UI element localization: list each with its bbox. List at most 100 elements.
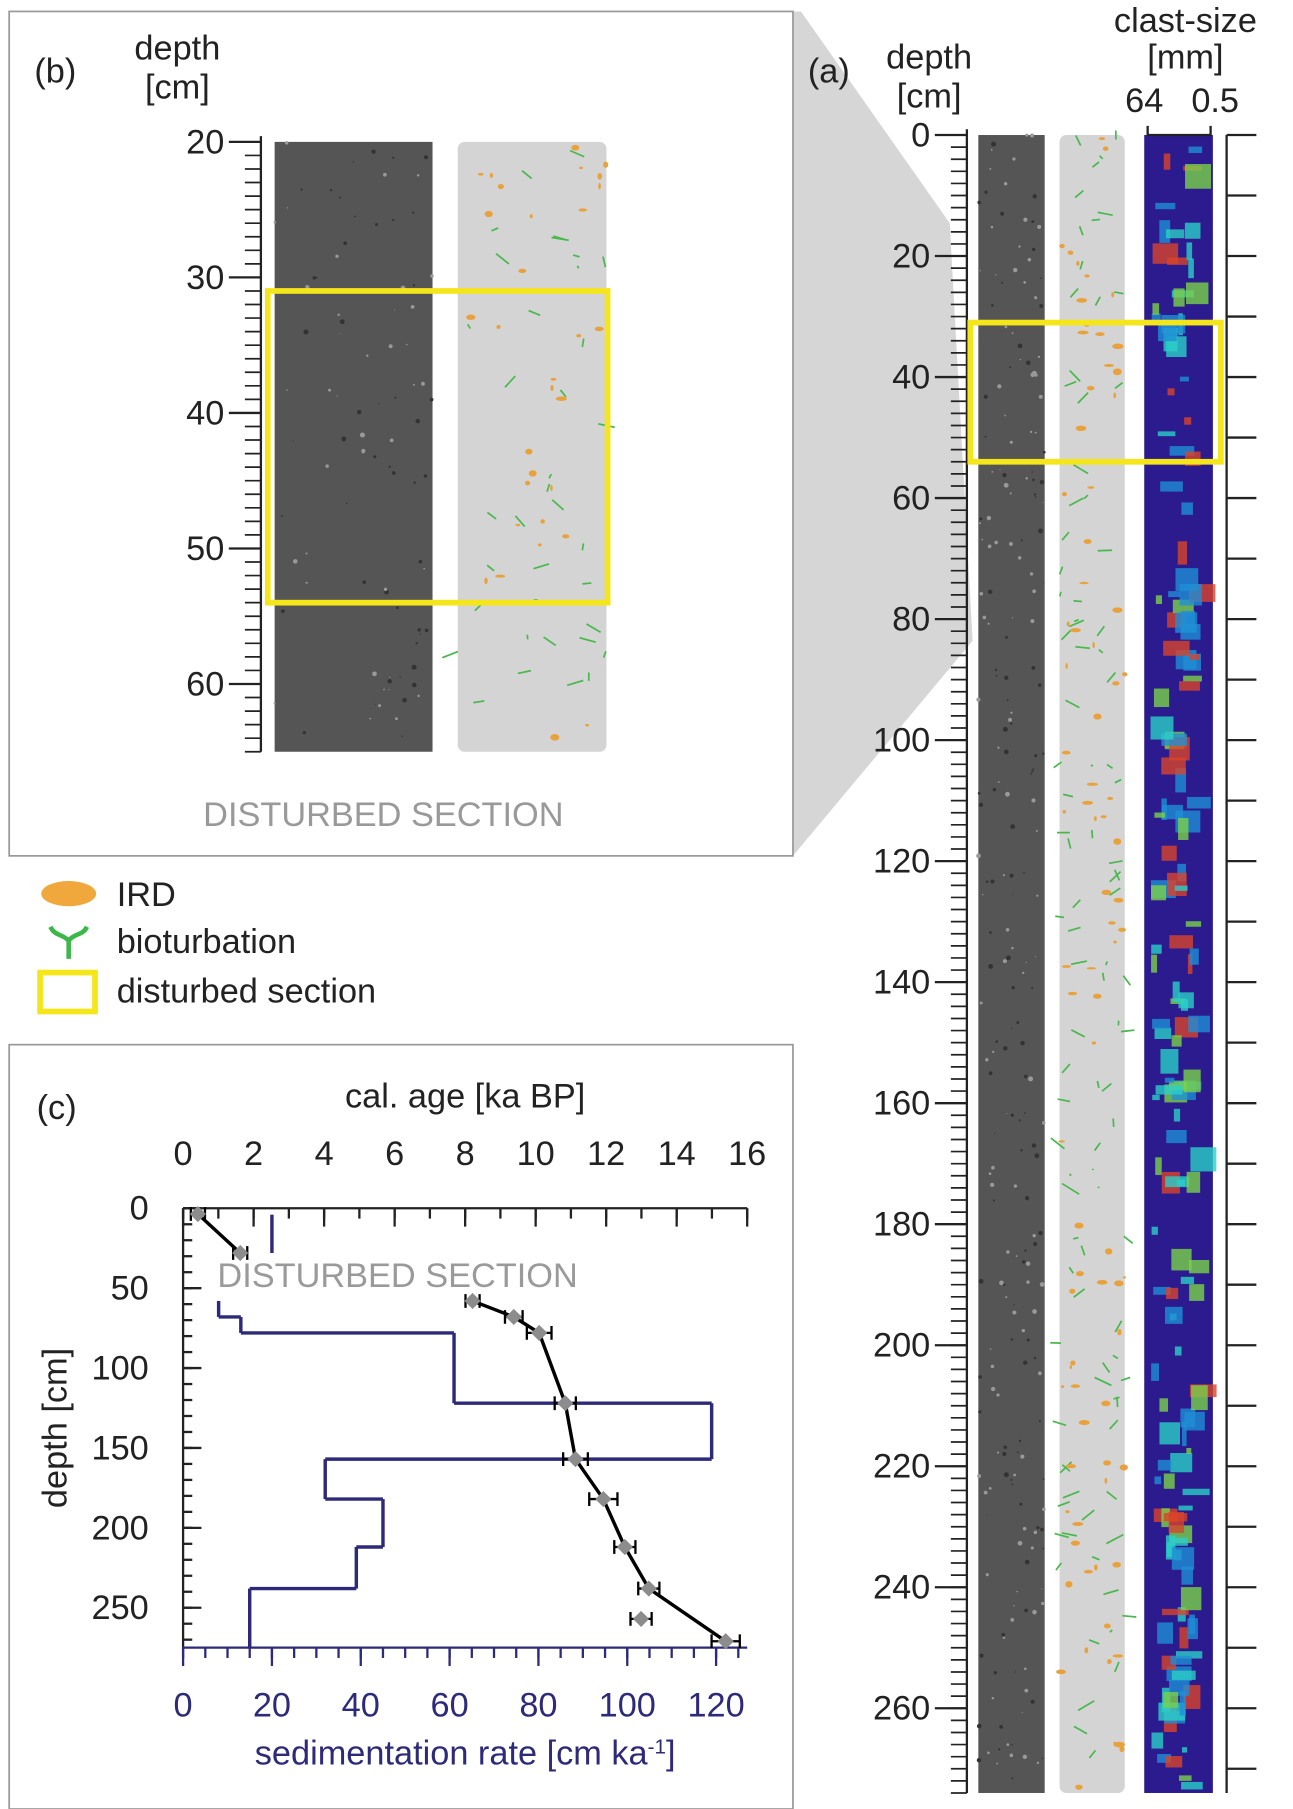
core-texture — [997, 746, 1000, 749]
core-texture — [1052, 1420, 1067, 1427]
core-texture — [1020, 1454, 1025, 1459]
y-tick-label: 100 — [873, 722, 930, 760]
y-tick-label: 0 — [130, 1190, 149, 1228]
core-texture — [1180, 998, 1189, 1011]
core-texture — [1072, 899, 1081, 909]
core-texture — [1067, 838, 1072, 849]
core-texture — [401, 735, 403, 737]
core-texture — [1152, 303, 1160, 315]
core-texture — [419, 633, 421, 636]
core-texture — [978, 802, 984, 807]
core-texture — [1091, 1555, 1100, 1561]
core-texture — [594, 326, 604, 332]
core-texture — [1191, 1385, 1208, 1411]
core-texture — [1022, 1260, 1026, 1264]
core-texture — [578, 166, 584, 170]
core-texture — [1013, 1473, 1017, 1477]
core-texture — [1011, 1777, 1014, 1780]
core-texture — [1006, 1250, 1010, 1254]
core-texture — [1042, 1478, 1045, 1481]
core-texture — [1011, 332, 1014, 335]
core-texture — [413, 481, 416, 484]
core-texture — [572, 254, 580, 258]
core-texture — [328, 388, 332, 392]
core-texture — [1165, 229, 1185, 239]
core-texture — [1018, 1119, 1021, 1122]
x2-tick-label: 80 — [519, 1686, 557, 1724]
core-texture — [1088, 1639, 1100, 1645]
core-texture — [991, 304, 994, 307]
core-texture — [415, 642, 418, 645]
core-texture — [1010, 1027, 1013, 1029]
core-texture — [1113, 838, 1122, 845]
core-texture — [302, 731, 306, 735]
y-tick-label: 50 — [111, 1270, 149, 1308]
core-texture — [602, 256, 607, 268]
core-texture — [1179, 1690, 1186, 1716]
core-texture — [1057, 1098, 1071, 1103]
core-texture — [1017, 1188, 1019, 1190]
y-tick-label: 20 — [892, 237, 930, 275]
clast-axis — [1146, 125, 1212, 137]
core-texture — [1004, 325, 1008, 329]
clast-label: [mm] — [1147, 39, 1223, 77]
core-texture — [273, 220, 277, 224]
core-texture — [1022, 1526, 1027, 1531]
core-texture — [1075, 425, 1087, 432]
core-texture — [1074, 189, 1084, 199]
core-texture — [1002, 1636, 1006, 1639]
core-texture — [1010, 1618, 1015, 1622]
core-texture — [994, 668, 998, 672]
x2-tick-label: 120 — [687, 1686, 744, 1724]
core-texture — [1054, 1532, 1070, 1539]
core-texture — [383, 688, 385, 691]
core-texture — [1053, 761, 1062, 769]
core-texture — [1183, 1069, 1201, 1093]
core-texture — [417, 628, 421, 632]
disturbed-box — [264, 288, 611, 606]
y-axis-label: depth — [134, 29, 220, 67]
core-texture — [1091, 161, 1100, 168]
core-texture — [1188, 258, 1194, 279]
core-texture — [1165, 1306, 1183, 1324]
core-texture — [1106, 672, 1117, 683]
core-texture — [1103, 364, 1115, 367]
core-texture — [518, 268, 527, 273]
core-texture — [1018, 245, 1021, 248]
core-texture — [1189, 948, 1199, 965]
core-texture — [1184, 1411, 1205, 1431]
y-tick-label: 0 — [911, 116, 930, 154]
x2-tick-label: 60 — [431, 1686, 469, 1724]
core-texture — [1033, 493, 1037, 496]
core-texture — [416, 174, 420, 177]
core-texture — [1179, 376, 1189, 382]
core-texture — [1038, 1419, 1041, 1423]
core-texture — [976, 697, 981, 702]
core-texture — [375, 222, 378, 226]
core-texture — [1027, 258, 1032, 262]
core-texture — [1017, 1540, 1023, 1546]
core-texture — [1042, 1547, 1044, 1550]
core-texture — [1073, 618, 1079, 623]
core-texture — [1022, 971, 1025, 974]
core-texture — [988, 963, 994, 969]
core-texture — [1103, 1623, 1111, 1629]
core-texture — [983, 1490, 988, 1495]
core-texture — [346, 502, 348, 505]
core-texture — [1086, 385, 1095, 391]
core-texture — [1018, 1439, 1022, 1443]
core-texture — [987, 622, 990, 625]
core-texture — [1023, 217, 1028, 222]
core-texture — [473, 700, 485, 704]
core-texture — [1155, 1085, 1183, 1095]
core-texture — [1068, 1266, 1074, 1274]
core-texture — [1067, 250, 1074, 255]
core-texture — [1030, 619, 1035, 624]
core-texture — [1009, 1753, 1014, 1758]
core-texture — [1012, 893, 1014, 895]
core-image — [1059, 135, 1125, 1793]
core-texture — [1001, 1632, 1006, 1637]
core-texture — [1042, 1507, 1046, 1512]
core-texture — [1005, 1296, 1008, 1299]
y-tick-label: 20 — [186, 123, 224, 161]
